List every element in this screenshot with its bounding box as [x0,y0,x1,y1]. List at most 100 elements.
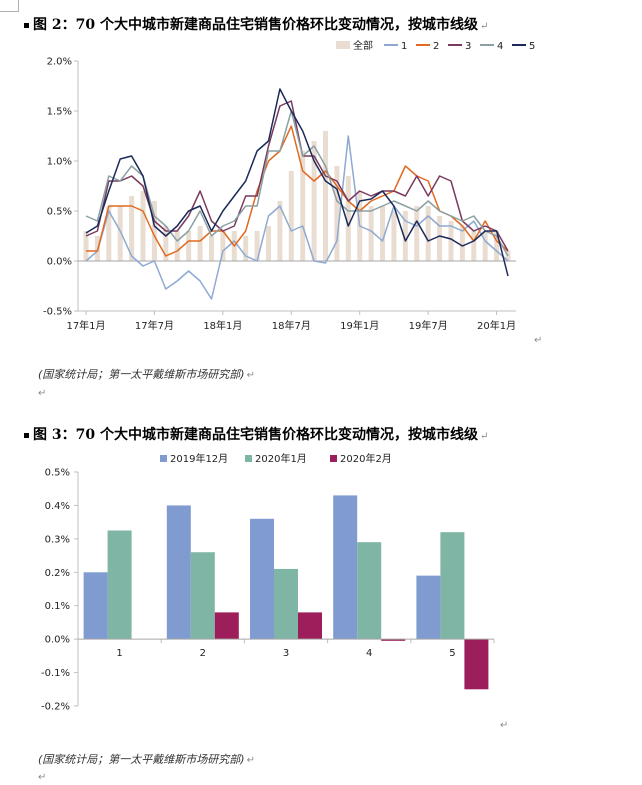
x-tick-label: 18年7月 [272,319,311,332]
bar-all-2019-04 [391,211,397,261]
bar-all-2018-08 [300,151,306,261]
bullet-icon [24,432,29,438]
paragraph-mark: ↵ [246,370,255,381]
y-tick-label: 2.0% [47,57,72,68]
legend-label: 2 [433,41,439,52]
y-tick-label: -0.2% [41,702,70,713]
figure3-source: (国家统计局；第一太平戴维斯市场研究部) ↵ [38,751,255,767]
paragraph-mark: ↵ [479,431,489,442]
figure2-title: 图 2：70 个大中城市新建商品住宅销售价格环比变动情况，按城市线级 ↵ [24,14,488,34]
bullet-icon [24,22,29,28]
y-tick-label: -0.1% [41,668,70,679]
bar-all-2018-12 [345,176,351,261]
bar-all-2019-07 [425,206,431,261]
legend-label: 4 [497,41,503,52]
bar-all-2019-10 [459,226,465,261]
bar-all-2018-03 [243,236,249,261]
legend-label: 3 [465,41,471,52]
bar-all-2017-08 [163,226,169,261]
legend-label: 2019年12月 [170,452,228,465]
x-category-label: 4 [366,648,372,659]
bar-2019年12月-5 [416,575,441,640]
bar-all-2017-05 [129,196,135,261]
legend-swatch [160,455,167,462]
bar-2019年12月-2 [166,505,191,640]
bar-all-2017-04 [117,206,123,261]
legend-label: 全部 [353,39,373,52]
bar-2020年1月-5 [440,532,465,640]
page-corner-mark [0,0,19,12]
series-line-3 [85,100,509,252]
legend-label: 2020年2月 [340,452,392,465]
legend-label: 2020年1月 [255,452,307,465]
bar-all-2018-10 [323,131,329,261]
x-category-label: 1 [116,648,122,659]
bar-2019年12月-3 [250,518,274,640]
bar-all-2018-09 [311,141,317,261]
bar-all-2018-01 [220,231,226,261]
x-category-label: 2 [200,648,206,659]
x-tick-label: 17年7月 [135,319,174,332]
bar-all-2018-06 [277,201,283,261]
bar-2020年2月-3 [298,612,322,640]
y-tick-label: 0.0% [45,635,70,646]
bar-all-2019-09 [448,221,454,261]
bar-all-2019-06 [414,206,420,261]
figure2-title-text: 图 2：70 个大中城市新建商品住宅销售价格环比变动情况，按城市线级 [33,17,478,33]
figure3-source-text: (国家统计局；第一太平戴维斯市场研究部) [38,753,245,766]
legend-swatch [245,455,252,462]
bar-all-2017-12 [208,236,214,261]
bar-2019年12月-4 [333,495,358,640]
figure2-line-chart: -0.5% 0.0% 0.5% 1.0% 1.5% 2.0% 17年1月 17年7月 18年1月… [43,39,542,346]
series-line-2 [86,125,509,257]
bar-2020年1月-2 [190,552,215,640]
bar-all-2017-07 [151,201,157,261]
paragraph-mark: ↵ [246,755,255,766]
y-tick-label: 0.4% [45,501,70,512]
x-category-label: 5 [449,648,455,659]
bar-2020年2月-2 [214,612,239,640]
figure3-title-text: 图 3：70 个大中城市新建商品住宅销售价格环比变动情况，按城市线级 [33,427,478,443]
bar-all-2017-09 [174,231,180,261]
x-tick-label: 20年1月 [477,319,516,332]
x-tick-label: 19年7月 [409,319,448,332]
bar-all-2019-05 [402,211,408,261]
y-tick-label: -0.5% [43,307,72,318]
bar-all-2018-04 [254,231,260,261]
figure2-source: (国家统计局；第一太平戴维斯市场研究部) ↵ [38,366,255,382]
legend-swatch [330,455,337,462]
bar-all-2017-11 [197,226,203,261]
bar-all-2017-03 [106,206,112,261]
x-tick-label: 17年1月 [66,319,105,332]
x-tick-label: 19年1月 [340,319,379,332]
bar-2020年2月-4 [381,639,406,641]
bar-all-2018-05 [265,226,271,261]
bar-all-2019-11 [471,231,477,261]
figure3-bar-chart: -0.2% -0.1% 0.0% 0.1% 0.2% 0.3% 0.4% 0.5% 1 2 3 4 5 2… [41,452,508,731]
figure3-title: 图 3：70 个大中城市新建商品住宅销售价格环比变动情况，按城市线级 ↵ [24,424,488,444]
series-line-5 [85,88,509,277]
bar-all-2017-01 [83,231,89,261]
y-tick-label: 0.3% [45,534,70,545]
y-tick-label: 0.5% [45,468,70,479]
bar-2020年1月-1 [107,530,132,640]
bar-all-2019-12 [482,231,488,261]
y-tick-label: 0.1% [45,601,70,612]
paragraph-mark: ↵ [38,772,47,783]
bar-all-2018-07 [288,171,294,261]
y-tick-label: 0.0% [47,257,72,268]
figure2-source-text: (国家统计局；第一太平戴维斯市场研究部) [38,368,245,381]
paragraph-mark: ↵ [534,335,542,346]
bar-2019年12月-1 [83,572,108,640]
paragraph-mark: ↵ [500,720,508,731]
bar-all-2018-11 [334,166,340,261]
bar-all-2020-01 [494,231,500,261]
paragraph-mark: ↵ [479,21,489,32]
y-tick-label: 0.2% [45,568,70,579]
x-category-label: 3 [283,648,289,659]
legend-label: 5 [529,41,535,52]
y-tick-label: 1.0% [47,157,72,168]
paragraph-mark: ↵ [38,388,47,399]
bar-2020年1月-3 [274,568,298,640]
bar-all-2019-03 [380,206,386,261]
